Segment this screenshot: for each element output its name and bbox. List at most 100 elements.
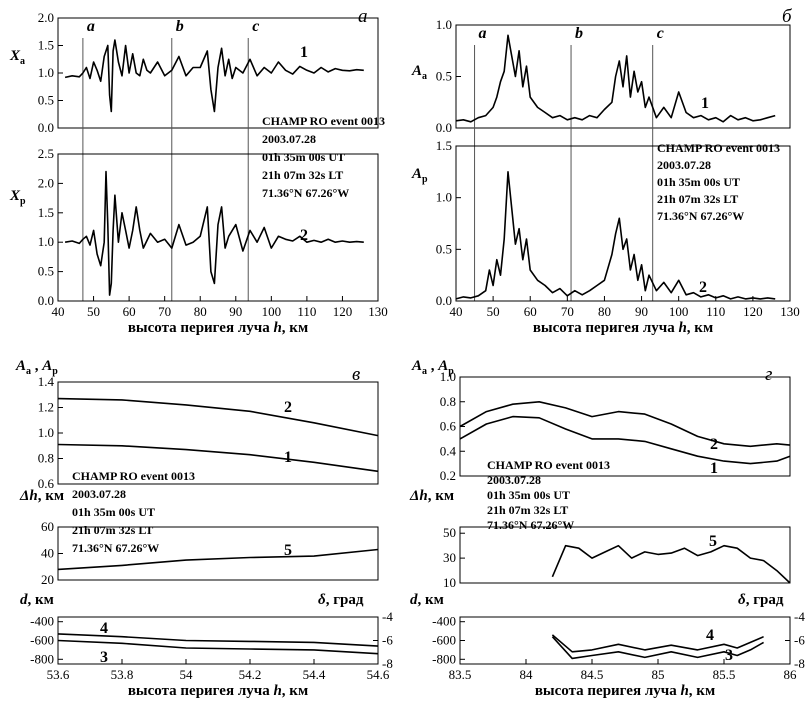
panel-g-top: 0.2 0.4 0.6 0.8 1.0 (440, 369, 791, 483)
panel-b-bot: 0.0 0.5 1.0 1.5 40 50 60 70 80 90 100 110 120 130 высо… (436, 138, 800, 336)
y2-tick-label: -8 (382, 656, 393, 671)
y-axis-label: Xa (9, 48, 25, 67)
panel-g-bot: -400 -600 -800 -4 -6 -8 83.5 84 84.5 85 85.5 86 высо… (432, 609, 805, 699)
event-info-date: 2003.07.28 (657, 158, 711, 172)
x-tick-label: 54 (180, 667, 194, 682)
panel-g-mid: 10 30 50 (443, 525, 791, 590)
series-line-2 (455, 171, 776, 300)
x-tick-label: 70 (561, 304, 574, 319)
y-tick-label: 0.0 (38, 120, 54, 135)
y2-tick-label: -6 (794, 633, 805, 648)
series-line-1 (459, 415, 791, 465)
event-info-ut: 01h 35m 00s UT (657, 175, 740, 189)
curve-number-label: 1 (710, 460, 718, 477)
y-tick-label: 0.2 (440, 468, 456, 483)
event-info-title: CHAMP RO event 0013 (72, 469, 195, 483)
y-tick-label: 0.5 (38, 93, 54, 108)
y-tick-label: 1.0 (38, 425, 54, 440)
series-line-4 (551, 634, 764, 653)
plot-frame (455, 145, 791, 302)
panel-v-mid: 20 40 60 (41, 519, 379, 587)
event-info-lt: 21h 07m 32s LT (72, 523, 153, 537)
y-tick-label: 20 (41, 572, 54, 587)
x-tick-label: 80 (194, 304, 207, 319)
x-tick-label: 85.5 (713, 667, 736, 682)
event-info-lt: 21h 07m 32s LT (262, 168, 343, 182)
x-axis-label: высота перигея луча h, км (533, 320, 713, 336)
series-line-2 (57, 397, 379, 437)
y2-axis-label: δ, град (318, 592, 364, 608)
curve-number-label: 3 (725, 647, 733, 664)
plot-frame (57, 153, 379, 302)
y-tick-label: -400 (432, 614, 456, 629)
y-tick-label: 1.5 (38, 205, 54, 220)
x-tick-label: 120 (333, 304, 353, 319)
plot-frame (459, 616, 791, 665)
event-info-date: 2003.07.28 (262, 132, 316, 146)
y-axis-label: d, км (410, 592, 444, 608)
event-info-coords: 71.36°N 67.26°W (262, 186, 349, 200)
x-tick-label: 130 (780, 304, 800, 319)
y-axis-label: d, км (20, 592, 54, 608)
curve-number-label: 2 (284, 399, 292, 416)
x-tick-label: 90 (635, 304, 648, 319)
x-tick-label: 60 (524, 304, 537, 319)
event-info-a: CHAMP RO event 0013 2003.07.28 01h 35m 00s… (262, 114, 385, 200)
y-tick-label: 30 (443, 550, 456, 565)
series-line-5 (57, 548, 379, 571)
series-line-2 (459, 401, 791, 448)
panel-b-top: 0.0 0.5 1.0 a b c (436, 17, 791, 301)
plot-frame (455, 24, 791, 129)
y-tick-label: 0.5 (436, 69, 452, 84)
curve-number-label: 4 (706, 627, 714, 644)
x-tick-label: 50 (87, 304, 100, 319)
y-tick-label: -800 (30, 651, 54, 666)
event-line-label: b (575, 25, 583, 42)
y-tick-label: 0.5 (436, 241, 452, 256)
y2-tick-label: -4 (794, 609, 805, 624)
x-tick-label: 54.6 (367, 667, 390, 682)
x-tick-label: 110 (297, 304, 316, 319)
y-tick-label: 50 (443, 525, 456, 540)
event-info-ut: 01h 35m 00s UT (72, 505, 155, 519)
y-tick-label: 0.8 (440, 394, 456, 409)
event-line-label: c (252, 18, 259, 35)
y2-tick-label: -8 (794, 656, 805, 671)
curve-number-label: 1 (284, 449, 292, 466)
y-tick-label: 0.0 (436, 120, 452, 135)
y-tick-label: 0.4 (440, 443, 457, 458)
y-tick-label: 1.4 (38, 374, 55, 389)
event-info-coords: 71.36°N 67.26°W (487, 518, 574, 532)
event-line-label: a (479, 25, 487, 42)
curve-number-label: 5 (284, 542, 292, 559)
curve-number-label: 5 (709, 533, 717, 550)
panel-letter-a: а (358, 6, 368, 27)
x-tick-label: 54.2 (239, 667, 262, 682)
x-tick-label: 54.4 (303, 667, 326, 682)
event-line-label: a (87, 18, 95, 35)
curve-number-label: 3 (100, 649, 108, 666)
y-tick-label: 0.8 (38, 451, 54, 466)
x-tick-label: 50 (487, 304, 500, 319)
y-tick-label: 2.5 (38, 146, 54, 161)
x-tick-label: 53.6 (47, 667, 70, 682)
x-tick-label: 84.5 (581, 667, 604, 682)
y-tick-label: -400 (30, 614, 54, 629)
series-line-1 (64, 39, 364, 113)
y-tick-label: 10 (443, 575, 456, 590)
panel-letter-b: б (782, 6, 793, 27)
x-tick-label: 83.5 (449, 667, 472, 682)
y-tick-label: 1.5 (38, 38, 54, 53)
x-tick-label: 120 (743, 304, 763, 319)
event-info-lt: 21h 07m 32s LT (487, 503, 568, 517)
plot-frame (459, 526, 791, 584)
x-tick-label: 110 (706, 304, 725, 319)
event-info-title: CHAMP RO event 0013 (657, 141, 780, 155)
x-tick-label: 100 (262, 304, 282, 319)
panel-letter-v: в (352, 364, 360, 385)
curve-number-label: 1 (701, 95, 709, 112)
panel-v-top: 0.6 0.8 1.0 1.2 1.4 (38, 374, 379, 491)
y-tick-label: 0.0 (38, 293, 54, 308)
series-line-5 (551, 544, 791, 584)
y-tick-label: -800 (432, 651, 456, 666)
